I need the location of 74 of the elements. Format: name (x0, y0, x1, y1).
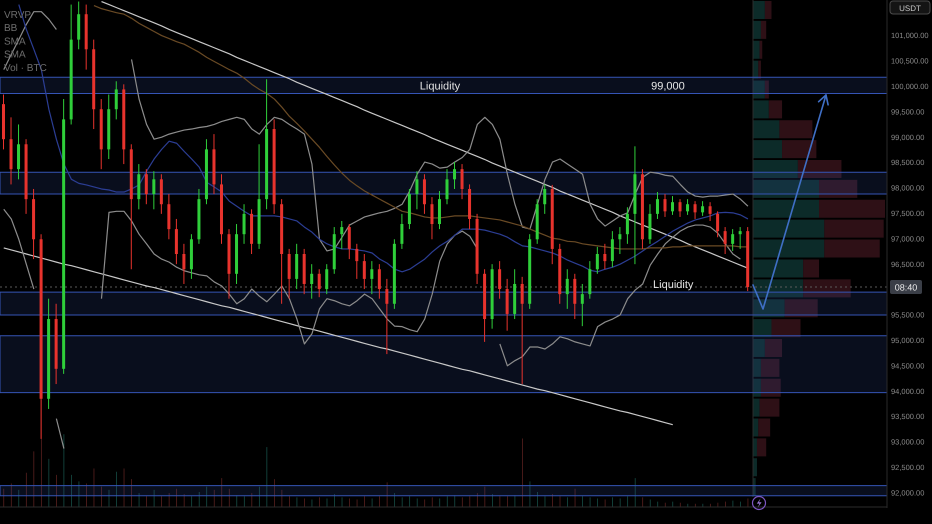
candlestick (370, 260, 374, 295)
bar (756, 438, 766, 456)
candlestick (453, 162, 456, 190)
y-axis-title: USDT (899, 4, 921, 13)
band-label: Liquidity (653, 279, 694, 292)
candlestick (701, 200, 704, 216)
candlestick (678, 198, 682, 218)
candlestick (671, 196, 674, 216)
candlestick (385, 278, 388, 355)
candlestick (152, 170, 156, 210)
bar (824, 240, 880, 258)
candlestick (663, 194, 666, 218)
candlestick (603, 243, 606, 270)
candlestick (446, 168, 448, 205)
candlestick (708, 202, 712, 222)
candlestick (310, 264, 314, 300)
bar (819, 180, 858, 198)
candlestick (566, 268, 569, 310)
candlestick (114, 80, 118, 120)
annotation: 99,000 (651, 80, 685, 92)
bar (753, 20, 761, 39)
bar (798, 160, 842, 178)
candlestick (618, 226, 622, 254)
candlestick (242, 204, 246, 244)
candlestick (686, 198, 690, 216)
candlestick (348, 224, 351, 260)
candlestick (400, 213, 404, 250)
bar (758, 418, 770, 436)
candlestick (325, 264, 328, 295)
candlestick (656, 192, 659, 220)
candlestick (318, 268, 321, 298)
candlestick (543, 184, 546, 214)
candlestick (362, 254, 366, 290)
bar (753, 259, 804, 278)
text: 08:40 (894, 282, 918, 293)
candlestick (355, 243, 358, 280)
candlestick (610, 230, 614, 268)
bar (753, 319, 772, 338)
candlestick (340, 220, 344, 250)
candlestick (520, 276, 524, 385)
bar (803, 259, 819, 278)
bar (764, 1, 772, 19)
candlestick (731, 228, 734, 252)
candlestick (144, 168, 148, 205)
bar (753, 100, 769, 118)
bar (753, 80, 765, 99)
bar (764, 338, 782, 357)
bar (753, 338, 765, 357)
candlestick (182, 243, 186, 284)
candlestick (415, 170, 418, 210)
bar (760, 20, 766, 39)
bar (768, 100, 782, 118)
bar (753, 398, 760, 417)
band-label: Liquidity (420, 80, 461, 92)
annotation: BB (4, 23, 18, 34)
candlestick (498, 260, 502, 300)
candlestick (580, 283, 584, 327)
bar (753, 180, 819, 198)
bar (764, 80, 769, 99)
bar (753, 418, 758, 436)
candlestick (724, 226, 727, 254)
bar (760, 398, 780, 417)
candlestick (694, 200, 697, 220)
bar (753, 1, 765, 19)
candlestick (626, 206, 629, 244)
candlestick (596, 246, 599, 274)
candlestick (430, 196, 434, 240)
candlestick (738, 226, 742, 250)
bar (771, 319, 801, 338)
candlestick (378, 264, 381, 300)
bar (753, 160, 798, 178)
candlestick (716, 210, 720, 238)
candlestick (460, 164, 464, 200)
bar (753, 240, 824, 258)
